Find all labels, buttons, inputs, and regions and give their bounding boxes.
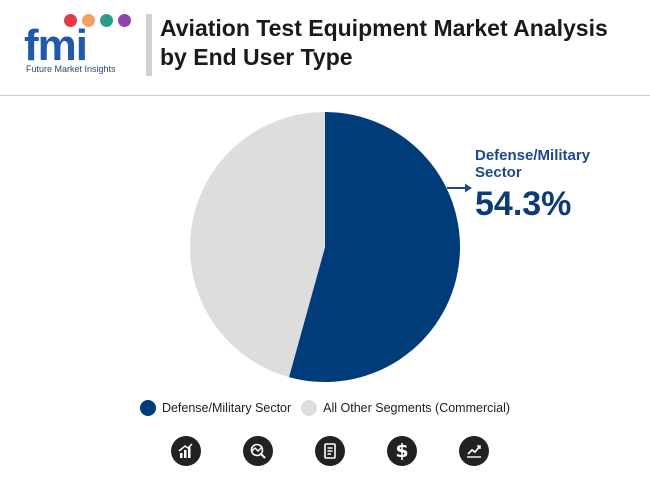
logo-dot — [82, 14, 95, 27]
pie-slices — [190, 112, 461, 383]
page-title: Aviation Test Equipment Market Analysis … — [160, 15, 608, 70]
legend-label: All Other Segments (Commercial) — [323, 401, 511, 415]
bar-chart-icon — [171, 436, 201, 466]
globe-search-icon — [243, 436, 273, 466]
logo-dot — [118, 14, 131, 27]
legend-label: Defense/Military Sector — [161, 401, 292, 415]
header-divider — [146, 14, 152, 76]
pie-slice-defense — [288, 112, 461, 383]
logo-dot — [100, 14, 113, 27]
dollar-icon: $ — [387, 436, 417, 466]
document-icon — [315, 436, 345, 466]
logo-letters: fmi — [24, 21, 88, 70]
chart-legend: Defense/Military Sector All Other Segmen… — [0, 398, 650, 418]
footer-icons: $ — [0, 436, 650, 468]
pie-slice-other — [190, 112, 325, 378]
callout-arrowhead — [465, 183, 472, 193]
legend-item-defense: Defense/Military Sector — [139, 400, 292, 416]
logo-dots — [64, 14, 144, 30]
fmi-logo: fmi Future Market Insights — [24, 12, 134, 78]
logo-tagline: Future Market Insights — [26, 64, 116, 74]
logo-dot — [64, 14, 77, 27]
legend-swatch — [139, 400, 156, 416]
header: fmi Future Market Insights Aviation Test… — [0, 0, 650, 96]
callout-segment-name: Defense/Military Sector — [475, 147, 591, 181]
callout-segment-value: 54.3% — [475, 185, 572, 223]
dollar-glyph: $ — [395, 440, 409, 462]
trend-chart-icon — [459, 436, 489, 466]
header-rule — [0, 95, 650, 96]
legend-swatch — [301, 400, 318, 416]
pie-chart — [190, 112, 472, 383]
legend-item-other: All Other Segments (Commercial) — [301, 400, 510, 416]
pie-callout-arrow — [447, 183, 472, 193]
